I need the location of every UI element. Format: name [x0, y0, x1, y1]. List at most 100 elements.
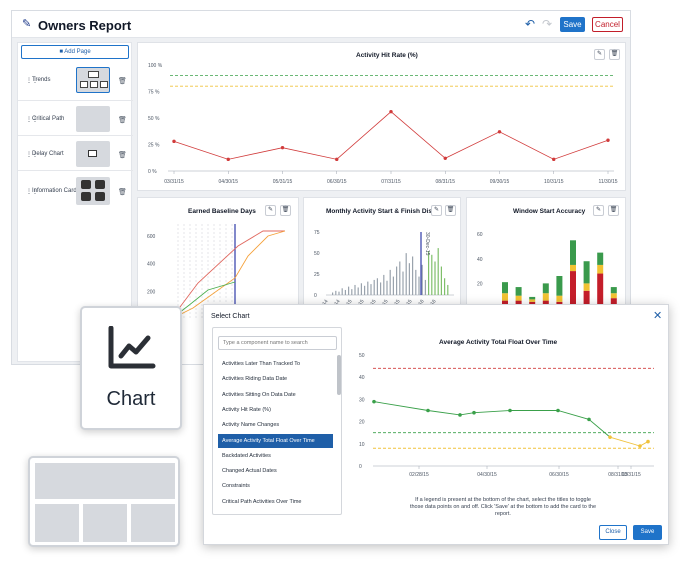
save-chart-button[interactable]: Save [633, 525, 662, 540]
info-card-icon [81, 180, 91, 189]
bar [399, 261, 401, 295]
data-point [280, 145, 285, 150]
bar [344, 289, 346, 295]
bar-segment [570, 264, 576, 272]
legend-hint: If a legend is present at the bottom of … [409, 497, 597, 517]
drag-handle-icon[interactable]: ⋮⋮ [26, 189, 38, 195]
edit-icon[interactable]: ✎ [593, 205, 604, 216]
edit-icon[interactable]: ✎ [265, 205, 276, 216]
layout-block [35, 504, 79, 542]
close-button[interactable]: Close [599, 525, 627, 540]
x-tick-label: 08/31/15 [608, 472, 628, 478]
bar [408, 263, 410, 295]
bar [392, 276, 394, 295]
chart-list-item[interactable]: Activity Hit Rate (%) [222, 406, 271, 413]
data-point [552, 157, 556, 162]
drag-handle-icon[interactable]: ⋮⋮ [26, 117, 38, 123]
y-tick-label: 50 % [148, 116, 160, 122]
plus-icon: ■ [59, 49, 63, 55]
y-tick-label: 40 [359, 375, 365, 381]
chart-component-card[interactable]: Chart [80, 306, 182, 430]
x-tick-label: 09/30/15 [490, 179, 510, 185]
data-point [443, 156, 447, 160]
page-item-delay-chart[interactable]: ⋮⋮ Delay Chart 🗑 [18, 137, 133, 171]
page-item-critical-path[interactable]: ⋮⋮ Critical Path 🗑 [18, 102, 133, 136]
chart-list-item[interactable]: Constraints [222, 483, 250, 490]
page-thumbnail[interactable] [76, 67, 110, 93]
page-thumbnail[interactable] [76, 177, 110, 205]
page-item-trends[interactable]: ⋮⋮ Trends 🗑 [18, 61, 133, 101]
cancel-button[interactable]: Cancel [592, 17, 623, 32]
pencil-icon[interactable]: ✎ [22, 18, 32, 30]
edit-icon[interactable]: ✎ [431, 205, 442, 216]
bar [354, 284, 356, 295]
undo-icon[interactable]: ↶ [525, 17, 536, 31]
page-label: Trends [32, 77, 51, 83]
page-label: Critical Path [32, 116, 65, 122]
bar-segment [597, 273, 604, 308]
report-topbar: ✎ Owners Report ↶ ↷ Save Cancel [12, 11, 630, 38]
report-title: Owners Report [38, 18, 132, 33]
line-chart-icon [80, 81, 88, 88]
chart-list-item[interactable]: Activities Sitting On Data Date [222, 391, 296, 398]
drag-handle-icon[interactable]: ⋮⋮ [26, 78, 38, 84]
chart-list-item[interactable]: Critical Path Activities Over Time [222, 498, 302, 505]
page-thumbnail[interactable] [76, 141, 110, 167]
chart-list-item[interactable]: Average Activity Total Float Over Time [218, 433, 333, 448]
search-input[interactable] [218, 336, 337, 350]
trash-icon[interactable]: 🗑 [609, 49, 620, 60]
chart-list-item[interactable]: Activities Riding Data Date [222, 376, 288, 383]
trash-icon[interactable]: 🗑 [608, 205, 619, 216]
drag-handle-icon[interactable]: ⋮⋮ [26, 152, 38, 158]
bar [405, 253, 407, 295]
chart-list-item[interactable]: Changed Actual Dates [222, 468, 277, 475]
series-line [609, 436, 649, 447]
y-tick-label: 40 [477, 257, 483, 263]
bar [415, 269, 417, 295]
add-page-button[interactable]: ■ Add Page [21, 45, 129, 59]
edit-icon[interactable]: ✎ [594, 49, 605, 60]
trash-icon[interactable]: 🗑 [118, 117, 127, 124]
bar-segment [610, 298, 617, 308]
scrollbar[interactable] [337, 355, 341, 395]
trash-icon[interactable]: 🗑 [280, 205, 291, 216]
trash-icon[interactable]: 🗑 [118, 152, 127, 159]
chart-list-item[interactable]: Dangling Activities [218, 510, 333, 514]
bar-segment [597, 252, 604, 265]
series-line [173, 111, 609, 160]
data-point [638, 444, 642, 448]
x-tick-label: 04/30/15 [477, 472, 497, 478]
bar-segment [570, 271, 576, 308]
layout-block [83, 504, 127, 542]
page-item-information-cards[interactable]: ⋮⋮ Information Cards 🗑 [18, 172, 133, 206]
save-button[interactable]: Save [560, 17, 585, 32]
data-point [372, 399, 376, 404]
table-icon [88, 150, 97, 157]
page-label: Information Cards [32, 188, 80, 194]
y-tick-label: 600 [147, 234, 156, 240]
info-card-icon [95, 180, 105, 189]
data-point [426, 408, 430, 413]
data-point [606, 138, 610, 142]
bar [373, 279, 375, 295]
data-point [335, 157, 339, 162]
hit-rate-chart: 0 % 25 % 50 % 75 % 100 % 03/31/15 04/30/15 05/3… [148, 63, 618, 185]
layout-template-card[interactable] [28, 456, 180, 547]
info-card-icon [95, 192, 105, 201]
trash-icon[interactable]: 🗑 [118, 78, 127, 85]
x-tick-label: 02/28/15 [409, 472, 429, 478]
redo-icon[interactable]: ↷ [542, 17, 553, 31]
bar-segment [597, 264, 604, 274]
chart-list-item[interactable]: Activity Name Changes [222, 422, 280, 429]
chart-list-item[interactable]: Backdated Activities [222, 452, 271, 459]
card-title: Activity Hit Rate (%) [356, 52, 418, 59]
trash-icon[interactable]: 🗑 [445, 205, 456, 216]
x-tick-label: 07/31/15 [381, 179, 401, 185]
bar-segment [542, 283, 549, 294]
select-chart-modal: Select Chart ✕ Activities Later Than Tra… [203, 304, 669, 545]
close-icon[interactable]: ✕ [653, 310, 663, 322]
chart-list-item[interactable]: Activities Later Than Tracked To [222, 361, 301, 367]
y-tick-label: 60 [477, 232, 483, 238]
trash-icon[interactable]: 🗑 [118, 189, 127, 196]
page-thumbnail[interactable] [76, 106, 110, 132]
